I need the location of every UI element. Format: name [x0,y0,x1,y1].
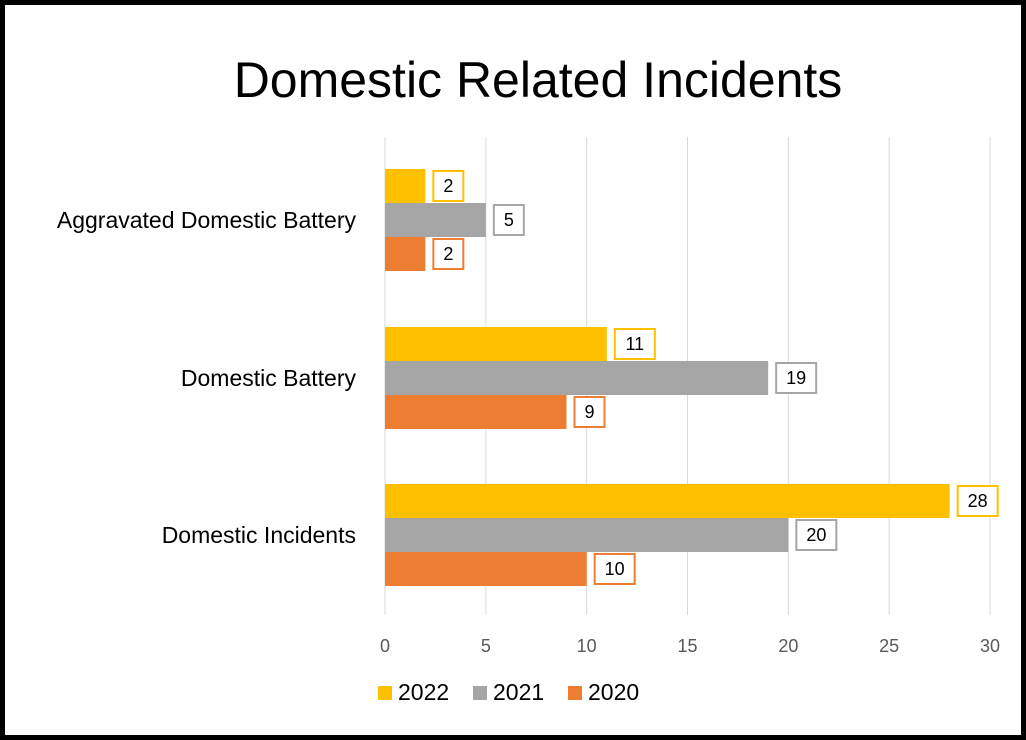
data-label-box [492,204,525,236]
legend-swatch [473,686,487,700]
x-tick-label: 25 [879,636,899,656]
data-label-box [613,328,656,360]
data-label-box [593,553,636,585]
data-label: 2 [443,176,453,196]
legend-swatch [568,686,582,700]
data-label-box [432,170,465,202]
bar [385,237,426,271]
bar [385,361,769,395]
category-label: Domestic Incidents [162,522,356,548]
bar [385,518,789,552]
data-label-box [795,519,838,551]
data-label-box [573,396,606,428]
legend-label: 2020 [588,679,639,705]
data-label: 20 [806,525,826,545]
data-label-box [432,238,465,270]
legend-swatch [378,686,392,700]
x-tick-label: 10 [577,636,597,656]
data-label: 2 [443,244,453,264]
data-label: 28 [968,491,988,511]
bar [385,327,607,361]
category-label: Aggravated Domestic Battery [57,207,357,233]
bar [385,484,950,518]
data-label: 5 [504,210,514,230]
category-label: Domestic Battery [181,365,357,391]
x-tick-label: 0 [380,636,390,656]
x-tick-label: 20 [778,636,798,656]
bar [385,169,426,203]
bar [385,395,567,429]
x-tick-label: 5 [481,636,491,656]
data-label: 11 [625,334,644,354]
data-label-box [956,485,999,517]
bar [385,203,486,237]
bar [385,552,587,586]
legend-label: 2021 [493,679,544,705]
data-label: 10 [605,559,625,579]
data-label-box [775,362,818,394]
x-tick-label: 30 [980,636,1000,656]
x-tick-label: 15 [677,636,697,656]
legend-label: 2022 [398,679,449,705]
data-label: 19 [786,368,806,388]
data-label: 9 [584,402,594,422]
chart-title: Domestic Related Incidents [233,52,843,108]
